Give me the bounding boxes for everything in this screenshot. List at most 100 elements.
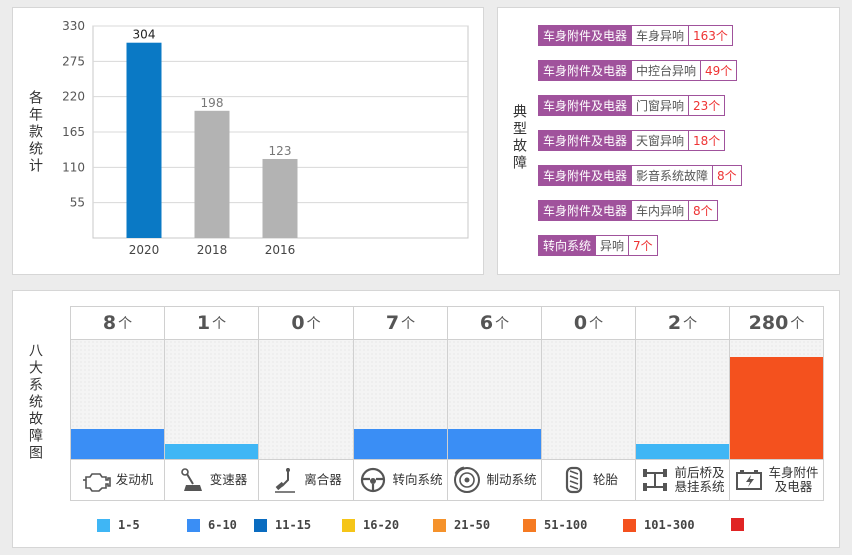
typical-faults-panel: 典型故障 车身附件及电器 车身异响 163个 车身附件及电器 中控台异响 49个 车身附件及… <box>497 7 840 275</box>
bar-2018 <box>194 110 230 238</box>
legend-label: 11-15 <box>275 518 312 532</box>
fault-count-tag: 8个 <box>689 200 718 221</box>
legend-swatch <box>433 518 446 532</box>
system-count-value: 1 <box>196 312 211 334</box>
system-count-value: 8 <box>102 312 117 334</box>
system-name-line: 前后桥及 <box>674 465 725 480</box>
system-battery-label: 车身附件 及电器 <box>729 459 824 501</box>
fault-system-tag: 车身附件及电器 <box>538 200 633 221</box>
fault-item-tag: 天窗异响 <box>632 130 690 151</box>
system-name-line: 悬挂系统 <box>674 479 725 494</box>
system-name: 轮胎 <box>592 472 618 487</box>
system-bar-area <box>635 340 729 459</box>
fault-item-tag: 门窗异响 <box>632 95 690 116</box>
fault-system-tag: 车身附件及电器 <box>538 60 633 81</box>
fault-item-tag: 车内异响 <box>632 200 690 221</box>
year-stats-panel: 各年款统计 330 275 220 165 110 55 304 2020 198 2018 123… <box>12 7 484 275</box>
legend-label: 1-5 <box>118 518 140 532</box>
brake-disc-icon <box>452 465 482 495</box>
system-count-unit: 个 <box>306 316 321 332</box>
system-count-value: 280 <box>748 312 789 334</box>
fault-item-tag: 异响 <box>596 235 630 256</box>
system-bar-area <box>353 340 447 459</box>
fault-count-tag: 49个 <box>701 60 738 81</box>
legend-swatch <box>342 518 355 532</box>
legend-item: 6-10 <box>187 518 237 532</box>
y-tick-label: 220 <box>62 90 85 104</box>
fault-row: 转向系统 异响 7个 <box>538 235 658 256</box>
typical-faults-label: 典型故障 <box>511 104 527 172</box>
fault-row: 车身附件及电器 影音系统故障 8个 <box>538 165 742 186</box>
fault-count-tag: 18个 <box>689 130 726 151</box>
legend-label: 101-300 <box>644 518 695 532</box>
gear-shifter-icon <box>176 465 206 495</box>
legend-swatch <box>97 518 110 532</box>
system-count-value: 0 <box>291 312 305 334</box>
bar-value-label: 304 <box>133 28 156 42</box>
x-tick-label: 2016 <box>265 243 296 257</box>
legend-label: 6-10 <box>208 518 237 532</box>
fault-row: 车身附件及电器 门窗异响 23个 <box>538 95 726 116</box>
system-bar <box>730 357 823 459</box>
fault-row: 车身附件及电器 天窗异响 18个 <box>538 130 726 151</box>
system-bar-area <box>447 340 541 459</box>
legend-swatch <box>731 518 744 531</box>
system-count-unit: 个 <box>212 316 227 332</box>
fault-count-tag: 7个 <box>629 235 658 256</box>
system-bar-area <box>70 340 164 459</box>
y-tick-label: 55 <box>70 196 85 210</box>
system-name-line: 车身附件 <box>768 465 819 480</box>
system-count-value: 7 <box>385 312 400 334</box>
legend-swatch <box>254 518 267 532</box>
system-count: 280 个 <box>729 306 824 340</box>
system-name: 发动机 <box>115 472 154 487</box>
fault-system-tag: 车身附件及电器 <box>538 95 633 116</box>
fault-item-tag: 车身异响 <box>632 25 690 46</box>
fault-system-tag: 车身附件及电器 <box>538 25 633 46</box>
y-tick-label: 275 <box>62 54 85 68</box>
year-stats-label: 各年款统计 <box>27 90 43 175</box>
system-bar-area <box>541 340 635 459</box>
y-tick-label: 330 <box>62 19 85 33</box>
fault-row: 车身附件及电器 车身异响 163个 <box>538 25 733 46</box>
system-bar-area <box>729 340 824 459</box>
battery-icon <box>734 465 764 495</box>
legend-item: 101-300 <box>623 518 695 532</box>
legend-label: 16-20 <box>363 518 400 532</box>
system-count-unit: 个 <box>683 316 698 332</box>
fault-item-tag: 中控台异响 <box>632 60 702 81</box>
system-count-value: 0 <box>573 312 588 334</box>
system-name: 车身附件 及电器 <box>768 466 818 494</box>
steering-wheel-icon <box>358 465 388 495</box>
system-name: 前后桥及 悬挂系统 <box>674 466 724 494</box>
fault-system-tag: 车身附件及电器 <box>538 165 633 186</box>
legend-item <box>731 518 752 531</box>
fault-row: 车身附件及电器 中控台异响 49个 <box>538 60 738 81</box>
system-engine-label: 发动机 <box>70 459 164 501</box>
fault-item-tag: 影音系统故障 <box>632 165 714 186</box>
system-gear-shifter-label: 变速器 <box>164 459 258 501</box>
system-count-unit: 个 <box>118 316 133 332</box>
system-count-unit: 个 <box>790 316 805 332</box>
bar-value-label: 123 <box>269 144 292 158</box>
system-bar <box>165 444 258 459</box>
y-tick-label: 110 <box>62 160 85 174</box>
system-count-unit: 个 <box>495 316 510 332</box>
bar-value-label: 198 <box>201 96 224 110</box>
system-steering-wheel-label: 转向系统 <box>353 459 447 501</box>
system-name: 转向系统 <box>392 472 443 487</box>
bar-2016 <box>262 158 298 238</box>
system-count-unit: 个 <box>589 316 604 332</box>
y-tick-label: 165 <box>62 125 85 139</box>
eight-systems-panel: 八大系统故障图 8 个发动机 1 个变速器 0 个离合器 7 个转向系统 6 个制动系统 0 个轮胎 2… <box>12 290 840 548</box>
system-brake-disc-label: 制动系统 <box>447 459 541 501</box>
fault-count-tag: 163个 <box>689 25 733 46</box>
system-clutch-pedal-label: 离合器 <box>258 459 353 501</box>
legend-item: 11-15 <box>254 518 311 532</box>
year-bar-chart: 330 275 220 165 110 55 304 2020 198 2018 123 2016 <box>62 19 469 257</box>
legend-item: 16-20 <box>342 518 399 532</box>
